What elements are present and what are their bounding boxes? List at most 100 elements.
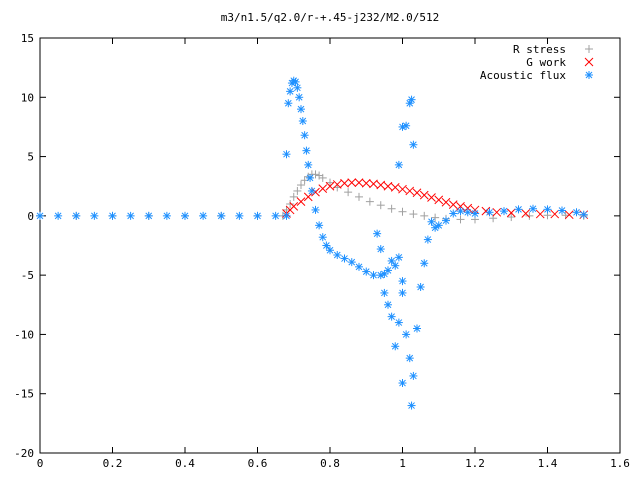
legend-marker-r-stress	[585, 45, 593, 53]
point-r-stress	[409, 210, 418, 219]
point-acoustic-flux	[558, 206, 566, 215]
point-acoustic-flux	[434, 221, 443, 230]
x-tick-label: 1.4	[538, 457, 558, 470]
point-acoustic-flux	[284, 99, 293, 108]
point-acoustic-flux	[373, 229, 382, 238]
point-g-work	[398, 184, 407, 194]
x-tick-label: 0.8	[320, 457, 340, 470]
legend-marker-g-work	[584, 57, 594, 67]
point-g-work	[441, 197, 451, 207]
x-tick-label: 0.4	[175, 457, 195, 470]
point-acoustic-flux	[529, 204, 537, 213]
point-acoustic-flux	[286, 87, 295, 96]
x-tick-label: 0.6	[248, 457, 268, 470]
point-g-work	[521, 209, 531, 218]
point-acoustic-flux	[402, 330, 411, 339]
point-acoustic-flux	[485, 208, 494, 217]
y-tick-label: 10	[21, 91, 34, 104]
axis-ticks: 0 0.2 0.4 0.6 0.8 1 1.2 1.4 1.6 -20 -15 -10 -5 0 5 10 15	[14, 32, 630, 470]
point-acoustic-flux	[347, 258, 356, 267]
point-acoustic-flux	[304, 160, 313, 169]
point-acoustic-flux	[394, 253, 403, 262]
point-g-work	[419, 190, 429, 200]
point-acoustic-flux	[376, 245, 385, 254]
y-tick-label: -5	[21, 269, 34, 282]
point-acoustic-flux	[315, 221, 324, 230]
point-acoustic-flux	[409, 371, 418, 380]
point-acoustic-flux	[300, 131, 309, 140]
point-acoustic-flux	[54, 211, 63, 220]
point-r-stress	[344, 188, 353, 197]
y-tick-label: 0	[27, 210, 34, 223]
point-acoustic-flux	[181, 211, 189, 220]
point-r-stress	[311, 170, 320, 179]
point-acoustic-flux	[543, 205, 552, 214]
point-acoustic-flux	[253, 211, 262, 220]
point-acoustic-flux	[306, 173, 315, 182]
point-acoustic-flux	[282, 150, 291, 159]
point-acoustic-flux	[384, 300, 392, 309]
point-g-work	[506, 208, 516, 218]
series-acoustic-flux	[36, 76, 588, 410]
point-acoustic-flux	[90, 211, 99, 220]
point-acoustic-flux	[407, 401, 416, 410]
data-marks	[36, 76, 589, 410]
point-acoustic-flux	[355, 262, 363, 271]
point-r-stress	[507, 213, 516, 222]
point-acoustic-flux	[402, 121, 411, 130]
point-acoustic-flux	[423, 235, 432, 244]
point-r-stress	[456, 215, 465, 224]
point-acoustic-flux	[456, 207, 465, 216]
point-r-stress	[355, 192, 363, 201]
point-acoustic-flux	[199, 211, 208, 220]
point-g-work	[347, 178, 357, 188]
point-acoustic-flux	[387, 256, 396, 265]
x-tick-label: 1.6	[610, 457, 630, 470]
point-r-stress	[398, 207, 407, 216]
point-g-work	[369, 179, 378, 189]
point-g-work	[318, 184, 328, 193]
point-acoustic-flux	[307, 186, 316, 195]
point-acoustic-flux	[572, 208, 581, 217]
point-acoustic-flux	[387, 312, 396, 321]
legend-label-r-stress: R stress	[513, 43, 566, 56]
point-acoustic-flux	[405, 354, 414, 363]
point-acoustic-flux	[391, 342, 400, 351]
point-acoustic-flux	[391, 261, 400, 270]
point-acoustic-flux	[471, 209, 479, 218]
point-g-work	[492, 207, 502, 217]
point-r-stress	[297, 181, 305, 190]
point-acoustic-flux	[340, 254, 349, 263]
point-acoustic-flux	[442, 216, 450, 225]
point-acoustic-flux	[398, 379, 407, 388]
point-g-work	[361, 178, 371, 188]
point-g-work	[332, 180, 342, 189]
y-tick-label: 5	[27, 151, 34, 164]
point-r-stress	[387, 204, 396, 213]
x-tick-label: 1.2	[465, 457, 485, 470]
point-acoustic-flux	[295, 93, 304, 102]
point-acoustic-flux	[217, 211, 226, 220]
point-acoustic-flux	[271, 211, 280, 220]
point-acoustic-flux	[579, 210, 588, 219]
point-acoustic-flux	[369, 271, 378, 280]
legend-marker-acoustic-flux	[585, 71, 593, 79]
series-g-work	[282, 178, 589, 220]
point-r-stress	[318, 173, 327, 182]
point-acoustic-flux	[126, 211, 135, 220]
point-acoustic-flux	[407, 95, 416, 104]
point-r-stress	[289, 192, 298, 201]
point-acoustic-flux	[72, 211, 81, 220]
y-tick-label: -20	[14, 447, 34, 460]
point-r-stress	[365, 197, 374, 206]
point-g-work	[427, 193, 436, 202]
point-acoustic-flux	[298, 117, 307, 125]
legend-label-acoustic-flux: Acoustic flux	[480, 69, 566, 82]
point-acoustic-flux	[162, 211, 171, 220]
point-acoustic-flux	[297, 105, 305, 114]
point-g-work	[296, 197, 306, 206]
point-r-stress	[431, 213, 440, 222]
point-acoustic-flux	[311, 205, 320, 214]
point-acoustic-flux	[409, 140, 418, 149]
